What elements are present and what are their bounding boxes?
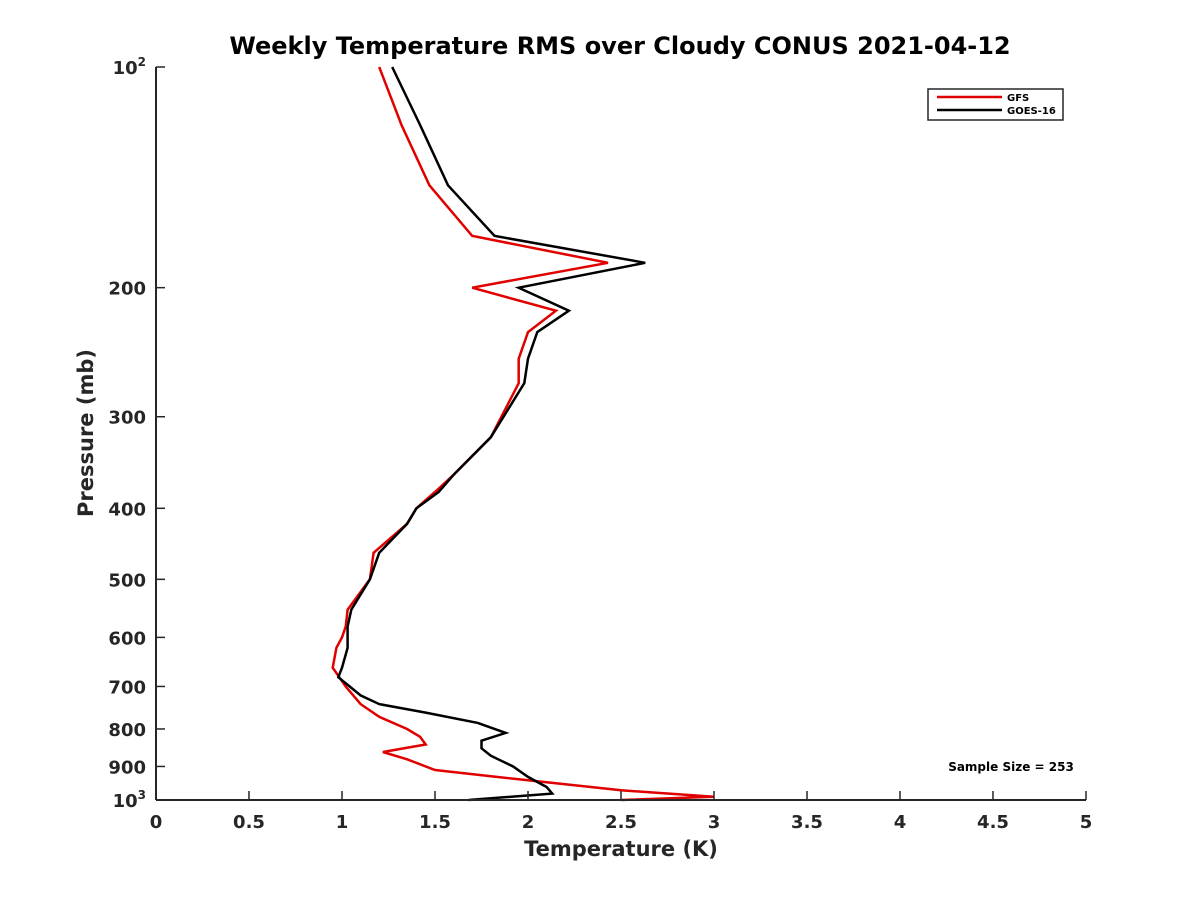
y-tick-label: 800	[108, 720, 146, 741]
x-tick-label: 4	[894, 812, 907, 833]
x-tick-label: 0	[150, 812, 163, 833]
x-tick-label: 4.5	[977, 812, 1009, 833]
series-line-goes-16	[336, 66, 646, 802]
x-tick-label: 1.5	[419, 812, 451, 833]
plot-background	[156, 67, 1086, 800]
y-tick-label: 200	[108, 279, 146, 300]
series-group	[331, 66, 715, 802]
legend-label-goes16: GOES-16	[1007, 106, 1056, 117]
y-tick-label: 300	[108, 408, 146, 429]
chart-title: Weekly Temperature RMS over Cloudy CONUS…	[229, 32, 1010, 60]
x-axis-label: Temperature (K)	[524, 837, 718, 861]
y-axis-label: Pressure (mb)	[74, 349, 98, 517]
y-tick-label: 700	[108, 677, 146, 698]
plot-area: 0 0.5 1 1.5 2 2.5 3 3.5 4 4.5 5 102 200 300 400 500 600…	[108, 55, 1092, 833]
y-tick-label: 102	[113, 55, 146, 79]
x-tick-label: 5	[1080, 812, 1093, 833]
x-tick-label: 2	[522, 812, 535, 833]
x-tick-label: 0.5	[233, 812, 265, 833]
y-axis-ticks: 102 200 300 400 500 600 700 800 900 103	[108, 55, 165, 812]
y-tick-label: 900	[108, 757, 146, 778]
x-tick-label: 1	[336, 812, 349, 833]
y-tick-label: 600	[108, 628, 146, 649]
y-tick-label: 103	[113, 788, 146, 812]
x-tick-label: 2.5	[605, 812, 637, 833]
legend: GFS GOES-16	[927, 88, 1064, 121]
x-axis-ticks: 0 0.5 1 1.5 2 2.5 3 3.5 4 4.5 5	[150, 791, 1093, 833]
legend-box	[927, 88, 1064, 121]
y-tick-label: 400	[108, 499, 146, 520]
series-line-gfs	[331, 66, 715, 802]
x-tick-label: 3	[708, 812, 721, 833]
y-tick-label: 500	[108, 570, 146, 591]
sample-size-annotation: Sample Size = 253	[948, 760, 1074, 774]
legend-label-gfs: GFS	[1007, 93, 1029, 104]
x-tick-label: 3.5	[791, 812, 823, 833]
